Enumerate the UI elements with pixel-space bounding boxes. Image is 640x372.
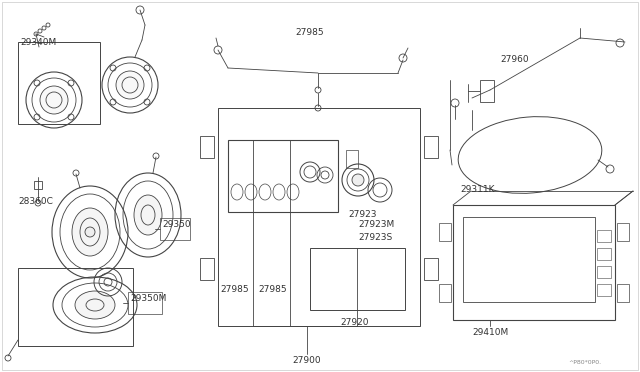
Bar	[453, 205, 615, 320]
Circle shape	[85, 227, 95, 237]
Text: 27985: 27985	[296, 28, 324, 37]
Bar	[439, 284, 451, 302]
Bar	[424, 258, 438, 280]
Bar	[160, 218, 190, 240]
Bar	[597, 230, 611, 242]
Bar	[218, 108, 420, 326]
Bar	[617, 223, 629, 241]
Ellipse shape	[72, 208, 108, 256]
Bar	[597, 266, 611, 278]
Bar	[18, 42, 100, 124]
Bar	[617, 284, 629, 302]
Bar	[228, 140, 338, 212]
Text: 27960: 27960	[500, 55, 529, 64]
Text: 29350: 29350	[162, 220, 191, 229]
Bar	[424, 136, 438, 158]
Text: ^P80*0P0.: ^P80*0P0.	[568, 360, 601, 365]
Bar	[128, 292, 162, 314]
Bar	[480, 80, 494, 102]
Text: 27923: 27923	[348, 210, 376, 219]
Text: 29410M: 29410M	[472, 328, 508, 337]
Bar	[310, 248, 405, 310]
Bar	[346, 150, 358, 168]
Ellipse shape	[75, 291, 115, 319]
Ellipse shape	[134, 195, 162, 235]
Circle shape	[116, 71, 144, 99]
Text: 27923M: 27923M	[358, 220, 394, 229]
Text: 29350M: 29350M	[130, 294, 166, 303]
Text: 27985: 27985	[258, 285, 287, 294]
Bar	[597, 248, 611, 260]
Text: 29311K: 29311K	[460, 185, 495, 194]
Text: 28360C: 28360C	[18, 197, 53, 206]
Circle shape	[352, 174, 364, 186]
Bar	[34, 181, 42, 189]
Bar	[439, 223, 451, 241]
Text: 29340M: 29340M	[20, 38, 56, 47]
Bar	[200, 136, 214, 158]
Bar	[597, 284, 611, 296]
Bar	[18, 268, 133, 346]
Text: 27985: 27985	[220, 285, 248, 294]
Text: 27923S: 27923S	[358, 233, 392, 242]
Circle shape	[40, 86, 68, 114]
Bar	[200, 258, 214, 280]
Bar	[463, 217, 595, 302]
Text: 27920: 27920	[340, 318, 369, 327]
Text: 27900: 27900	[292, 356, 321, 365]
